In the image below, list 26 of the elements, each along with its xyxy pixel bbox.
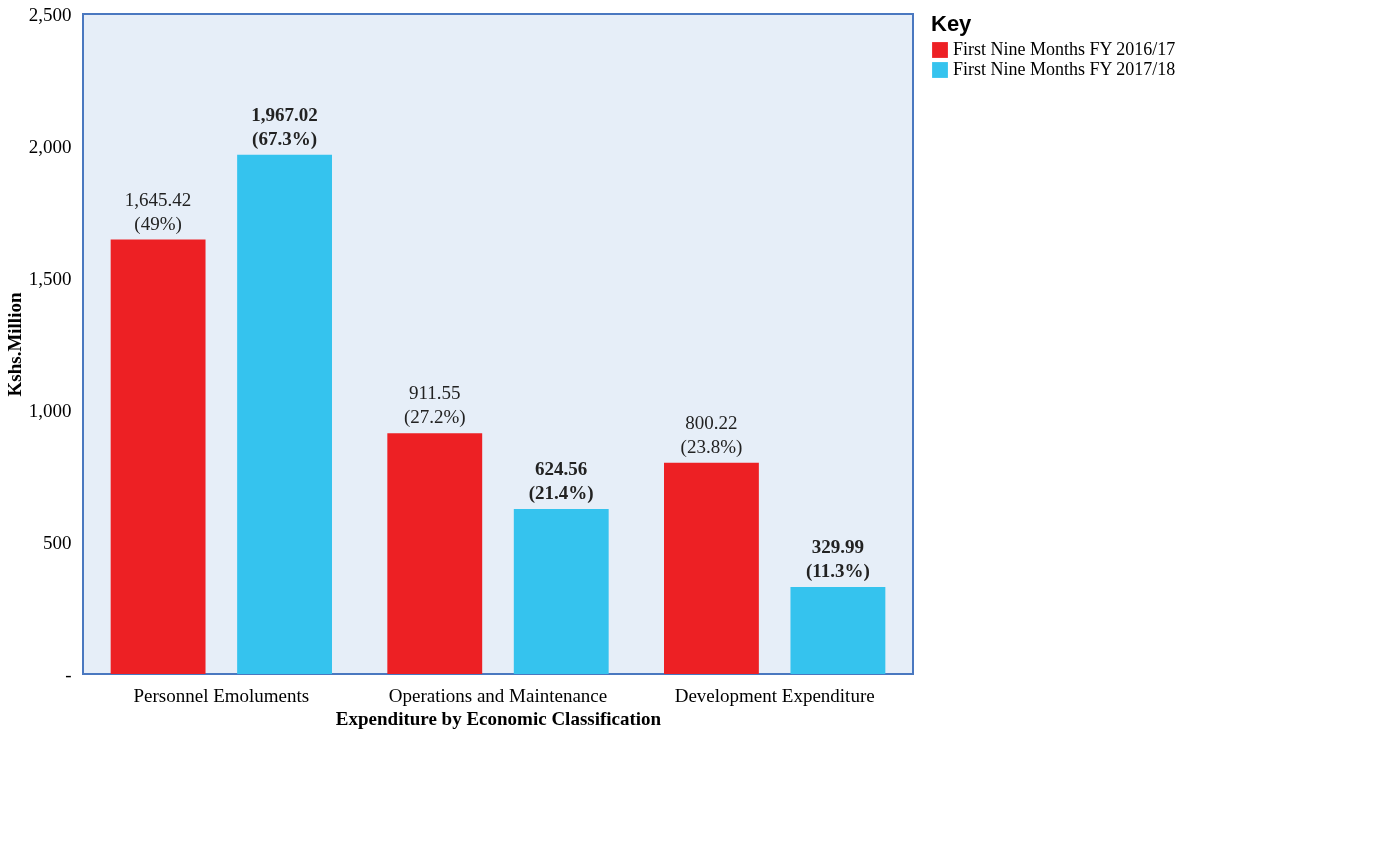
legend-label: First Nine Months FY 2016/17 [953,39,1176,59]
x-tick-label: Operations and Maintenance [388,684,608,706]
bar [387,433,483,674]
data-label: 911.55 (27.2%) [403,382,466,429]
y-tick-label: 2,500 [28,3,72,25]
data-label: 329.99 (11.3%) [805,535,870,582]
bar [664,462,759,674]
y-tick-label: 2,000 [28,135,72,157]
legend-label: First Nine Months FY 2017/18 [953,59,1176,79]
data-label: 800.22 (23.8%) [680,411,743,458]
y-axis-title: Kshs.Million [3,292,25,397]
x-tick-label: Personnel Emoluments [133,684,310,706]
x-tick-label: Development Expenditure [674,684,875,706]
legend-title: Key [931,11,973,36]
bar [790,586,886,674]
data-label: 1,645.42 (49%) [124,188,192,235]
y-tick-label: 1,500 [28,267,72,289]
data-label: 1,967.02 (67.3%) [251,103,318,150]
x-axis-title: Expenditure by Economic Classification [335,707,662,729]
y-tick-label: - [65,663,72,685]
bar [110,239,206,674]
bar [237,154,332,674]
y-tick-label: 500 [43,531,72,553]
y-tick-label: 1,000 [28,399,72,421]
bar [513,509,609,674]
data-label: 624.56 (21.4%) [528,458,594,505]
